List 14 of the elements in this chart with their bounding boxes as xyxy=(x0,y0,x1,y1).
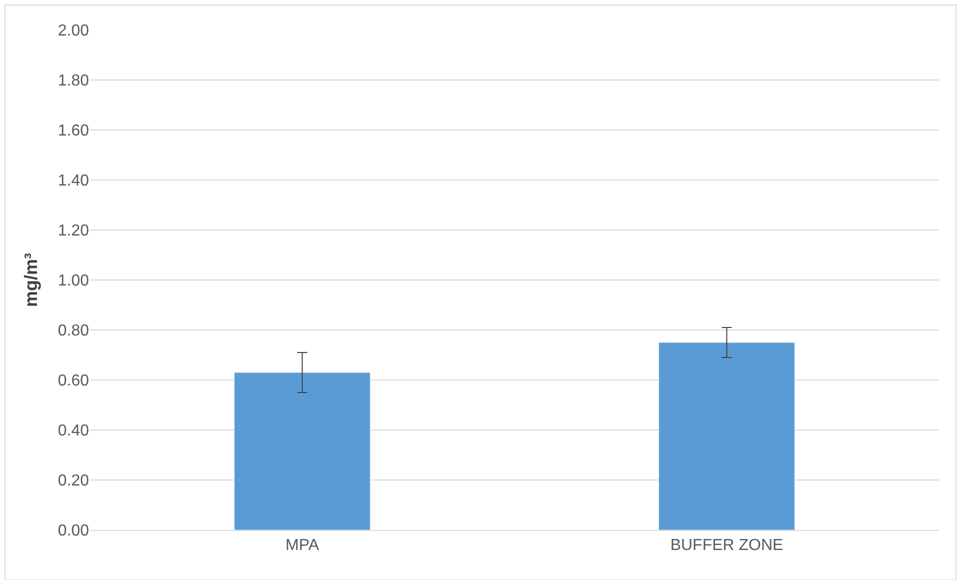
y-tick-label: 0.20 xyxy=(58,472,90,490)
y-tick-label: 1.80 xyxy=(58,72,90,90)
y-tick-label: 0.80 xyxy=(58,322,90,340)
y-tick-label: 0.60 xyxy=(58,372,90,390)
y-tick-label: 1.20 xyxy=(58,222,90,240)
y-tick-label: 1.60 xyxy=(58,122,90,140)
x-tick-label: MPA xyxy=(286,537,320,554)
x-tick-label: BUFFER ZONE xyxy=(670,537,784,554)
y-tick-label: 0.40 xyxy=(58,422,90,440)
y-tick-label: 0.00 xyxy=(58,522,90,540)
y-tick-label: 2.00 xyxy=(58,22,90,40)
y-axis-title: mg/m³ xyxy=(21,252,42,307)
y-tick-label: 1.00 xyxy=(58,272,90,290)
y-tick-label: 1.40 xyxy=(58,172,90,190)
